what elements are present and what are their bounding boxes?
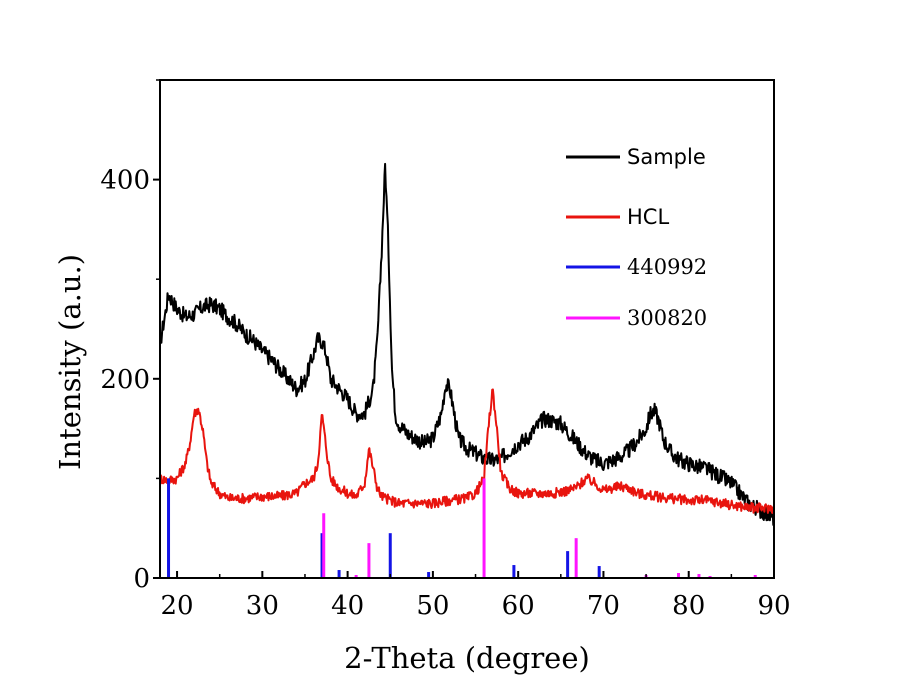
legend-label-hcl: HCL (627, 205, 669, 229)
x-tick-label: 40 (331, 591, 364, 621)
series-sample-line (159, 162, 775, 526)
x-tick-label: 80 (672, 591, 705, 621)
y-tick-label: 400 (100, 166, 150, 196)
plot-content (159, 162, 775, 578)
legend-label-sample: Sample (627, 145, 706, 169)
legend: Sample HCL 440992 300820 (566, 145, 707, 330)
y-axis-title: Intensity (a.u.) (53, 254, 87, 470)
legend-label-440992: 440992 (627, 255, 707, 279)
x-tick-label: 20 (161, 591, 194, 621)
x-tick-label: 60 (502, 591, 535, 621)
series-hcl-line (159, 388, 775, 514)
x-tick-label: 30 (246, 591, 279, 621)
legend-label-300820: 300820 (627, 306, 707, 330)
plot-frame (159, 79, 775, 579)
x-tick-label: 90 (757, 591, 790, 621)
x-tick-label: 70 (587, 591, 620, 621)
y-tick-label: 0 (133, 564, 150, 594)
axis-ticks: 20 30 40 50 60 70 80 90 0 200 400 (100, 79, 791, 621)
y-tick-label: 200 (100, 365, 150, 395)
x-axis-title: 2-Theta (degree) (344, 641, 590, 675)
x-tick-label: 50 (416, 591, 449, 621)
